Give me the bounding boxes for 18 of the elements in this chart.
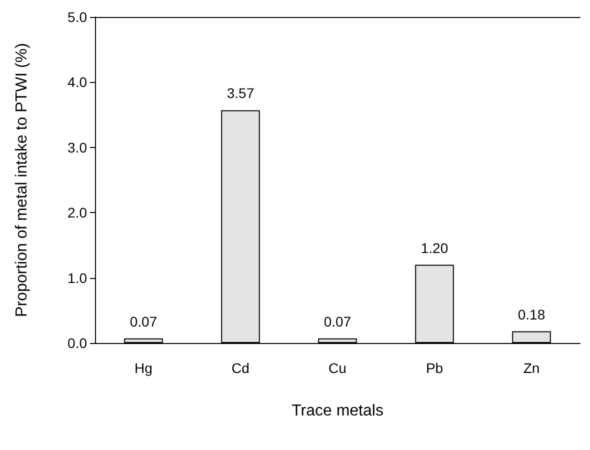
- x-tick-label: Cd: [232, 360, 250, 376]
- y-tick-label: 1.0: [68, 270, 88, 286]
- x-tick-label: Pb: [426, 360, 444, 376]
- data-label: 0.07: [324, 313, 352, 330]
- data-label: 1.20: [420, 240, 448, 256]
- x-tick-label: Zn: [523, 360, 540, 376]
- x-axis-title: Trace metals: [292, 402, 384, 420]
- y-axis-title: Proportion of metal intake to PTWI (%): [14, 43, 30, 317]
- y-tick-label: 2.0: [68, 204, 88, 221]
- y-tick-label: 4.0: [68, 74, 88, 90]
- data-label: 0.18: [518, 306, 546, 322]
- x-tick-label: Hg: [134, 360, 152, 376]
- data-label: 3.57: [226, 85, 254, 102]
- data-label: 0.07: [130, 313, 158, 330]
- y-tick-label: 5.0: [68, 9, 88, 25]
- y-tick-label: 0.0: [68, 335, 88, 351]
- y-tick-label: 3.0: [68, 139, 88, 156]
- x-tick-label: Cu: [328, 360, 346, 376]
